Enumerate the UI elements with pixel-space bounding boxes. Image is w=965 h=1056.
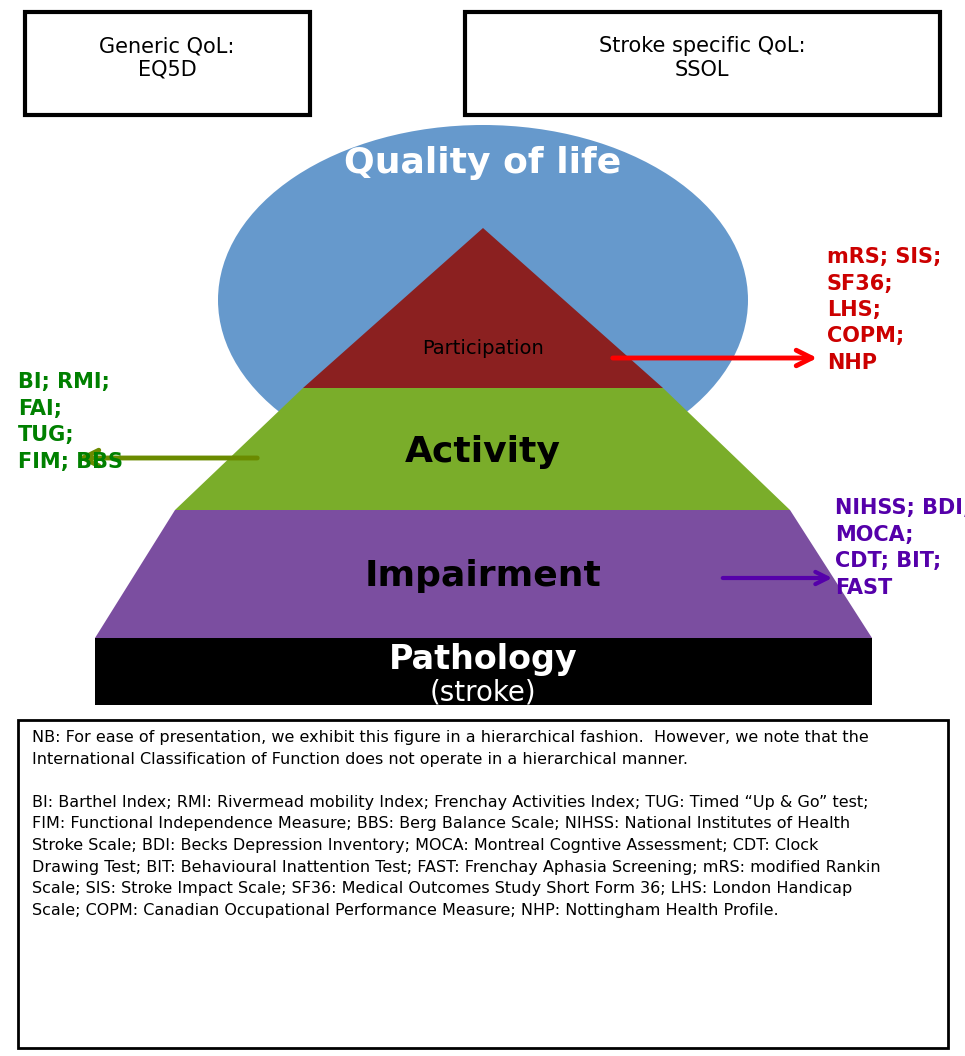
Text: Stroke specific QoL:
SSOL: Stroke specific QoL: SSOL — [598, 36, 805, 79]
Text: (stroke): (stroke) — [429, 678, 537, 706]
Text: BI; RMI;
FAI;
TUG;
FIM; BBS: BI; RMI; FAI; TUG; FIM; BBS — [18, 373, 123, 472]
Text: NIHSS; BDI;
MOCA;
CDT; BIT;
FAST: NIHSS; BDI; MOCA; CDT; BIT; FAST — [835, 498, 965, 598]
Text: Generic QoL:
EQ5D: Generic QoL: EQ5D — [99, 36, 234, 79]
Text: NB: For ease of presentation, we exhibit this figure in a hierarchical fashion. : NB: For ease of presentation, we exhibit… — [32, 730, 881, 918]
Bar — [25, 12, 310, 115]
Text: Activity: Activity — [405, 435, 561, 469]
Text: mRS; SIS;
SF36;
LHS;
COPM;
NHP: mRS; SIS; SF36; LHS; COPM; NHP — [827, 247, 942, 373]
Text: Pathology: Pathology — [389, 643, 577, 677]
Bar — [18, 720, 948, 1048]
Text: Impairment: Impairment — [365, 559, 601, 593]
Polygon shape — [175, 388, 790, 510]
Text: Quality of life: Quality of life — [345, 146, 621, 180]
Text: Participation: Participation — [422, 339, 544, 358]
Bar — [465, 12, 940, 115]
Ellipse shape — [218, 125, 748, 475]
Polygon shape — [303, 228, 663, 388]
Bar — [95, 638, 872, 705]
Polygon shape — [95, 510, 872, 638]
